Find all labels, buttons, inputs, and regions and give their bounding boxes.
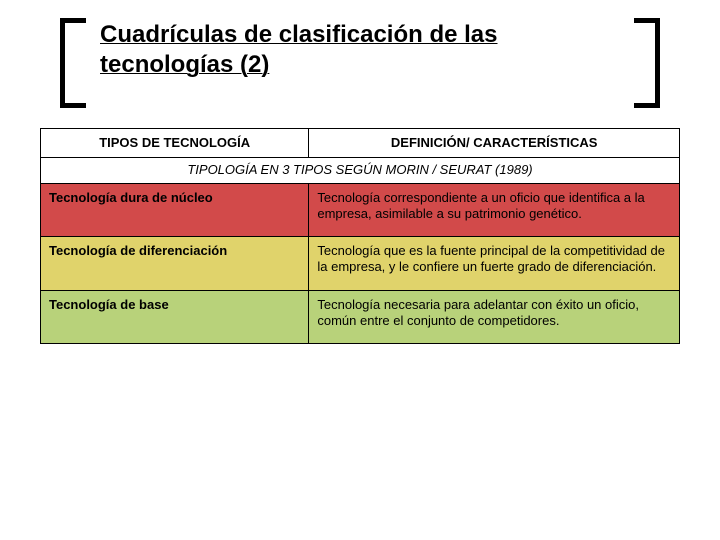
section-title: TIPOLOGÍA EN 3 TIPOS SEGÚN MORIN / SEURA… bbox=[41, 158, 680, 183]
cell-definition: Tecnología que es la fuente principal de… bbox=[309, 237, 680, 291]
title-bracket-right bbox=[634, 18, 660, 108]
table-row: Tecnología de diferenciación Tecnología … bbox=[41, 237, 680, 291]
table-row: Tecnología dura de núcleo Tecnología cor… bbox=[41, 183, 680, 237]
cell-type: Tecnología dura de núcleo bbox=[41, 183, 309, 237]
table-header-row: TIPOS DE TECNOLOGÍA DEFINICIÓN/ CARACTER… bbox=[41, 129, 680, 158]
cell-type: Tecnología de diferenciación bbox=[41, 237, 309, 291]
header-types: TIPOS DE TECNOLOGÍA bbox=[41, 129, 309, 158]
cell-definition: Tecnología correspondiente a un oficio q… bbox=[309, 183, 680, 237]
cell-type: Tecnología de base bbox=[41, 290, 309, 344]
classification-table: TIPOS DE TECNOLOGÍA DEFINICIÓN/ CARACTER… bbox=[40, 128, 680, 344]
cell-definition: Tecnología necesaria para adelantar con … bbox=[309, 290, 680, 344]
header-definition: DEFINICIÓN/ CARACTERÍSTICAS bbox=[309, 129, 680, 158]
slide-title: Cuadrículas de clasificación de las tecn… bbox=[100, 20, 620, 80]
table-section-row: TIPOLOGÍA EN 3 TIPOS SEGÚN MORIN / SEURA… bbox=[41, 158, 680, 183]
table-row: Tecnología de base Tecnología necesaria … bbox=[41, 290, 680, 344]
slide: Cuadrículas de clasificación de las tecn… bbox=[0, 0, 720, 540]
title-bracket-left bbox=[60, 18, 86, 108]
